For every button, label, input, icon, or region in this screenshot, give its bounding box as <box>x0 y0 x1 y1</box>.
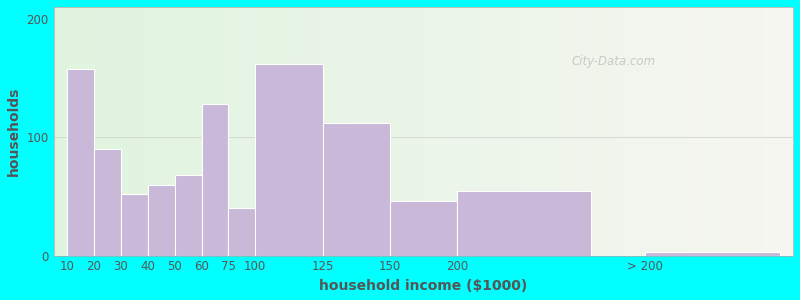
Bar <box>390 201 457 256</box>
Text: City-Data.com: City-Data.com <box>571 55 655 68</box>
Bar <box>174 175 202 256</box>
Bar <box>228 208 269 256</box>
Bar <box>457 190 591 256</box>
X-axis label: household income ($1000): household income ($1000) <box>319 279 527 293</box>
Bar <box>322 123 390 256</box>
Bar <box>645 252 780 256</box>
Bar <box>121 194 148 256</box>
Bar <box>202 104 228 256</box>
Bar <box>148 184 174 256</box>
Bar <box>67 68 94 256</box>
Bar <box>94 149 121 256</box>
Y-axis label: households: households <box>7 87 21 176</box>
Bar <box>255 64 322 256</box>
